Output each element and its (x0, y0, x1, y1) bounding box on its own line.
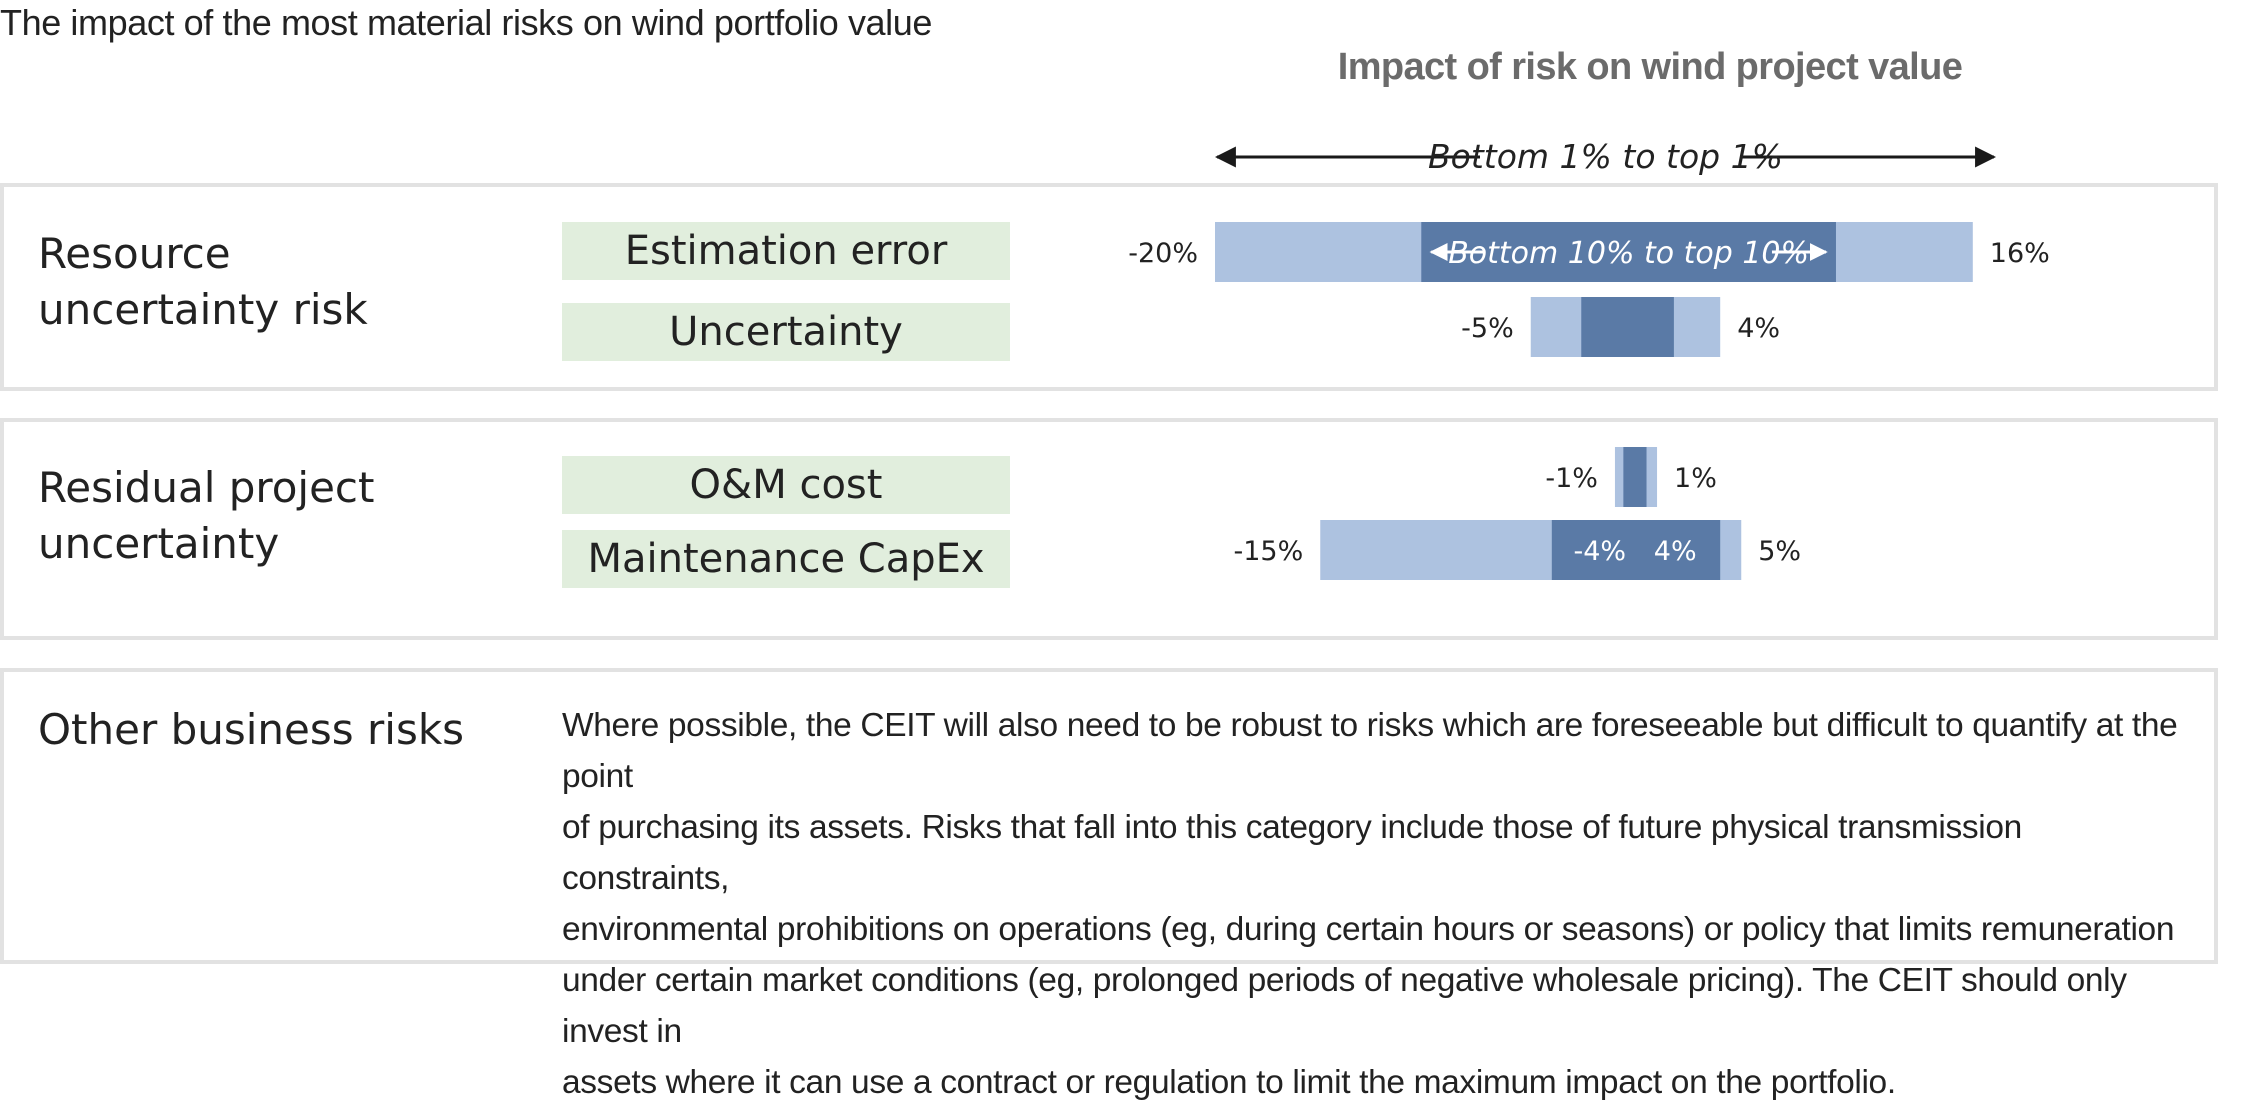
outer-low-label: -20% (1128, 238, 1198, 269)
group-label-line: Residual project (38, 463, 375, 512)
outer-low-label: -5% (1461, 313, 1514, 344)
other-risks-text-line: assets where it can use a contract or re… (562, 1064, 1896, 1101)
range-chart: Bottom 1% to top 1% -20% 16% Bottom 10% to… (1128, 137, 2050, 580)
other-risks-text-line: Where possible, the CEIT will also need … (562, 707, 2178, 795)
risk-label-om-cost: O&M cost (562, 456, 1010, 514)
chart-title: Impact of risk on wind project value (1337, 46, 1963, 88)
outer-high-label: 5% (1758, 536, 1801, 567)
group-label-line: Resource (38, 229, 231, 278)
outer-low-label: -15% (1233, 536, 1303, 567)
inner-range-bar (1581, 297, 1674, 357)
inner-low-label: -4% (1574, 536, 1627, 567)
other-risks-label: Other business risks (38, 705, 465, 754)
outer-low-label: -1% (1545, 463, 1598, 494)
inner-high-label: 4% (1654, 536, 1697, 567)
risk-label-estimation-error: Estimation error (562, 222, 1010, 280)
group-label-line: uncertainty risk (38, 285, 368, 334)
inner-range-bar (1551, 520, 1721, 580)
outer-high-label: 4% (1737, 313, 1780, 344)
outer-high-label: 1% (1674, 463, 1717, 494)
figure-title: The impact of the most material risks on… (0, 2, 933, 43)
inner-range-bar (1421, 222, 1836, 282)
group-label-line: uncertainty (38, 519, 280, 568)
group-label-resource-uncertainty: Resource uncertainty risk (38, 226, 368, 338)
group-label-residual-project: Residual project uncertainty (38, 460, 375, 572)
other-risks-text-line: environmental prohibitions on operations… (562, 911, 2175, 948)
other-risks-text-line: under certain market conditions (eg, pro… (562, 962, 2127, 1050)
risk-label-uncertainty: Uncertainty (562, 303, 1010, 361)
panel-other-business-risks (0, 668, 2218, 964)
risk-label-maintenance-capex: Maintenance CapEx (562, 530, 1010, 588)
other-risks-text-line: of purchasing its assets. Risks that fal… (562, 809, 2022, 897)
outer-range-label: Bottom 1% to top 1% (1428, 137, 1783, 176)
panel-resource-uncertainty (0, 183, 2218, 391)
inner-range-bar (1623, 447, 1647, 507)
outer-high-label: 16% (1990, 238, 2050, 269)
inner-range-label: Bottom 10% to top 10% (1448, 236, 1809, 271)
panel-residual-project-uncertainty (0, 418, 2218, 640)
